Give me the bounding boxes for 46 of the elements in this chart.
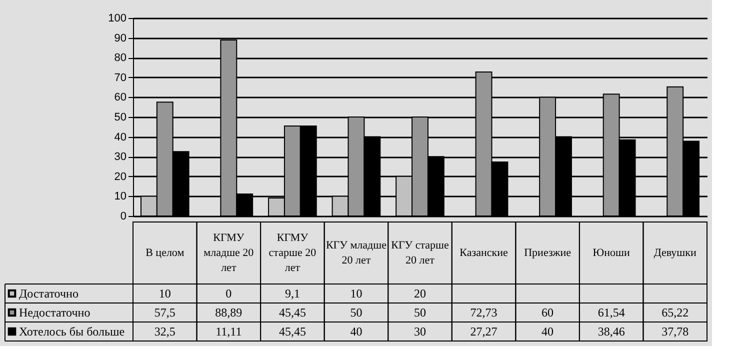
data-label: 11,11: [216, 324, 242, 338]
data-label: 50: [350, 306, 362, 320]
x-tick-label: КГУ младше 20 лет: [326, 240, 387, 266]
legend-label: Достаточно: [19, 286, 78, 300]
data-label: 0: [226, 286, 232, 300]
data-label: 9,1: [284, 286, 300, 300]
data-label: 72,73: [470, 306, 498, 320]
legend-label: Хотелось бы больше: [19, 324, 125, 338]
data-label: 57,5: [154, 306, 176, 320]
y-tick-label: 0: [120, 210, 126, 222]
data-label: 30: [414, 324, 426, 338]
data-label: 37,78: [662, 324, 689, 338]
data-label: 40: [542, 324, 554, 338]
data-label: 88,89: [215, 306, 242, 320]
x-tick-label: КГМУ старше 20 лет: [268, 232, 317, 274]
x-tick-label: Приезжие: [524, 247, 572, 259]
x-tick-label: КГУ старше 20 лет: [391, 240, 450, 266]
x-tick-label: В целом: [146, 247, 184, 259]
y-tick-label: 10: [114, 190, 126, 203]
data-label: 32,5: [154, 324, 176, 338]
data-label: 50: [414, 306, 426, 320]
x-tick-label: Юноши: [592, 247, 630, 259]
data-label: 60: [542, 306, 554, 320]
y-tick-label: 100: [108, 12, 126, 24]
data-label: 20: [414, 286, 426, 300]
y-tick-label: 60: [114, 92, 126, 104]
x-tick-label: Казанские: [460, 247, 508, 259]
x-tick-label: Девушки: [654, 247, 696, 259]
data-label: 10: [158, 286, 171, 300]
data-label: 27,27: [470, 324, 498, 338]
data-label: 61,54: [598, 306, 625, 320]
data-label: 10: [350, 286, 362, 300]
y-tick-label: 50: [114, 112, 126, 124]
y-tick-label: 40: [114, 131, 126, 144]
y-tick-label: 30: [114, 151, 126, 164]
data-label: 38,46: [598, 324, 625, 338]
y-tick-label: 20: [114, 170, 126, 183]
x-tick-label: КГМУ младше 20 лет: [204, 232, 254, 274]
y-tick-label: 70: [114, 72, 126, 84]
data-label: 65,22: [662, 306, 689, 320]
y-tick-label: 90: [114, 32, 126, 44]
data-label: 45,45: [278, 306, 306, 320]
data-label: 40: [350, 324, 362, 338]
legend-label: Недостаточно: [19, 306, 90, 320]
data-label: 45,45: [278, 324, 306, 338]
y-tick-label: 80: [114, 52, 126, 64]
